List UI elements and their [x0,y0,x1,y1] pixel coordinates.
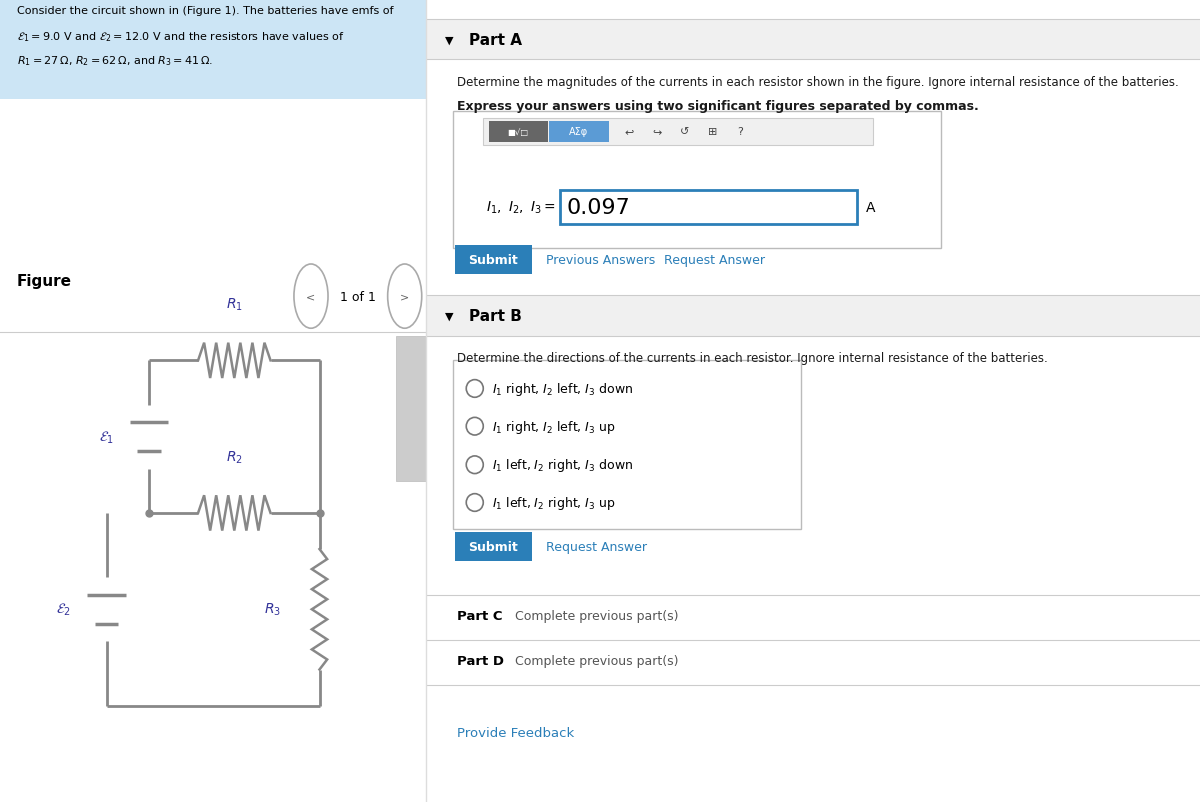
FancyBboxPatch shape [396,337,426,481]
FancyBboxPatch shape [454,112,941,249]
Text: Provide Feedback: Provide Feedback [457,726,575,739]
Text: Complete previous part(s): Complete previous part(s) [515,654,678,667]
Text: A: A [865,200,875,215]
FancyBboxPatch shape [426,337,1200,638]
Text: Part C: Part C [457,610,503,622]
Text: ⊞: ⊞ [708,128,718,137]
FancyBboxPatch shape [488,122,548,143]
FancyBboxPatch shape [456,533,532,561]
Text: Request Answer: Request Answer [665,253,766,266]
Text: Figure: Figure [17,273,72,289]
Text: $R_1$: $R_1$ [226,297,242,313]
Text: Determine the directions of the currents in each resistor. Ignore internal resis: Determine the directions of the currents… [457,351,1048,364]
Text: ↩: ↩ [624,128,634,137]
FancyBboxPatch shape [456,245,532,274]
Text: ■√□: ■√□ [508,128,529,137]
Text: Part A: Part A [468,33,522,47]
Text: $R_2$: $R_2$ [226,449,242,465]
Text: Determine the magnitudes of the currents in each resistor shown in the figure. I: Determine the magnitudes of the currents… [457,76,1178,89]
FancyBboxPatch shape [0,0,426,100]
Text: $R_3$: $R_3$ [264,602,281,618]
Text: Part D: Part D [457,654,504,667]
Text: ↺: ↺ [680,128,689,137]
Text: Consider the circuit shown in (Figure 1). The batteries have emfs of: Consider the circuit shown in (Figure 1)… [17,6,394,15]
Text: $I_1$ right, $I_2$ left, $I_3$ down: $I_1$ right, $I_2$ left, $I_3$ down [492,380,632,398]
Text: $R_1 = 27\,\Omega$, $R_2 = 62\,\Omega$, and $R_3 = 41\,\Omega$.: $R_1 = 27\,\Omega$, $R_2 = 62\,\Omega$, … [17,54,214,67]
Text: $\mathcal{E}_1 = 9.0$ V and $\mathcal{E}_2 = 12.0$ V and the resistors have valu: $\mathcal{E}_1 = 9.0$ V and $\mathcal{E}… [17,30,344,43]
FancyBboxPatch shape [550,122,608,143]
FancyBboxPatch shape [426,295,1200,337]
Text: ▼: ▼ [445,311,454,321]
FancyBboxPatch shape [482,119,872,146]
Text: Complete previous part(s): Complete previous part(s) [515,610,678,622]
Text: 0.097: 0.097 [566,198,631,217]
Text: Express your answers using two significant figures separated by commas.: Express your answers using two significa… [457,99,979,112]
Text: Previous Answers: Previous Answers [546,253,655,266]
Text: ?: ? [737,128,743,137]
Text: Submit: Submit [468,541,518,553]
Text: >: > [400,292,409,302]
FancyBboxPatch shape [426,20,1200,60]
Text: AΣφ: AΣφ [569,128,588,137]
FancyBboxPatch shape [426,60,1200,289]
Text: Part B: Part B [468,309,522,323]
FancyBboxPatch shape [560,191,857,225]
Text: <: < [306,292,316,302]
Text: Submit: Submit [468,253,518,266]
Text: $I_1$ left, $I_2$ right, $I_3$ up: $I_1$ left, $I_2$ right, $I_3$ up [492,494,616,512]
Text: $I_1$ left, $I_2$ right, $I_3$ down: $I_1$ left, $I_2$ right, $I_3$ down [492,456,632,474]
Text: ↪: ↪ [652,128,661,137]
Text: 1 of 1: 1 of 1 [340,290,376,303]
Text: $\mathcal{E}_2$: $\mathcal{E}_2$ [56,602,72,618]
FancyBboxPatch shape [454,361,802,529]
Text: $I_1,\ I_2,\ I_3 =$: $I_1,\ I_2,\ I_3 =$ [486,200,556,216]
Text: $I_1$ right, $I_2$ left, $I_3$ up: $I_1$ right, $I_2$ left, $I_3$ up [492,418,616,435]
Text: $\mathcal{E}_1$: $\mathcal{E}_1$ [98,429,114,445]
Text: ▼: ▼ [445,35,454,45]
Text: Request Answer: Request Answer [546,541,647,553]
